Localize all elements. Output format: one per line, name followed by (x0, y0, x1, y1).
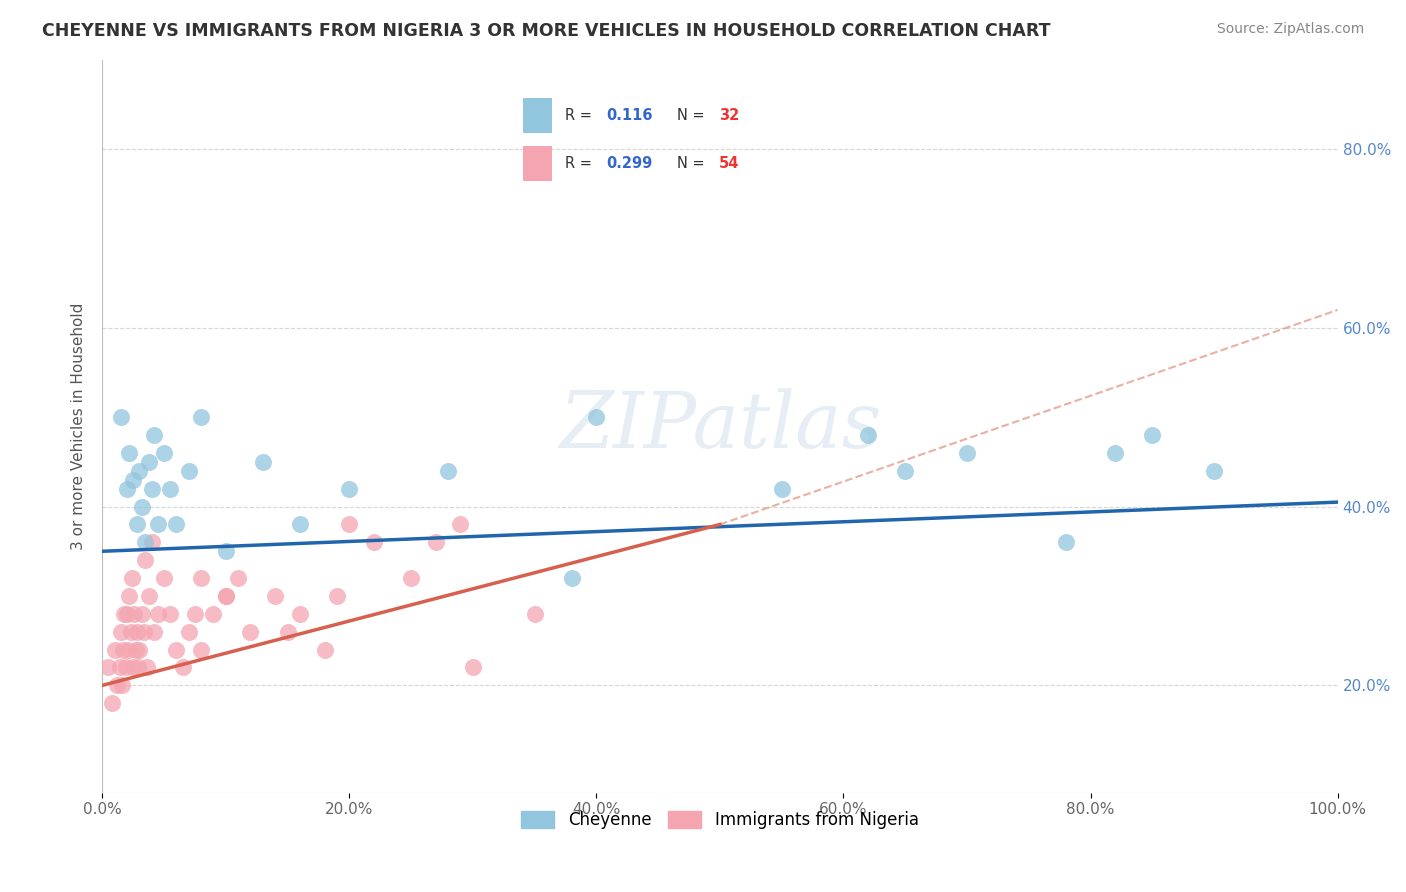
Point (105, 678, 128, 692)
Point (226, 571, 249, 585)
Point (215, 544, 238, 558)
Point (143, 624, 166, 639)
Point (856, 428, 879, 442)
Point (190, 410, 212, 425)
Y-axis label: 3 or more Vehicles in Household: 3 or more Vehicles in Household (72, 302, 86, 549)
Point (770, 482, 793, 496)
Text: Source: ZipAtlas.com: Source: ZipAtlas.com (1216, 22, 1364, 37)
Point (135, 660, 157, 674)
Point (165, 517, 187, 532)
Point (437, 464, 460, 478)
Point (110, 624, 132, 639)
Point (128, 464, 150, 478)
Point (115, 482, 138, 496)
Point (363, 535, 385, 549)
Point (561, 571, 583, 585)
Point (110, 410, 132, 425)
Point (450, 517, 472, 532)
Point (111, 678, 134, 692)
Point (122, 473, 145, 487)
Point (215, 589, 238, 603)
Point (288, 607, 311, 621)
Point (97, 660, 120, 674)
Point (239, 624, 262, 639)
Point (314, 642, 336, 657)
Point (124, 642, 146, 657)
Point (134, 624, 156, 639)
Point (153, 571, 176, 585)
Text: CHEYENNE VS IMMIGRANTS FROM NIGERIA 3 OR MORE VEHICLES IN HOUSEHOLD CORRELATION : CHEYENNE VS IMMIGRANTS FROM NIGERIA 3 OR… (42, 22, 1050, 40)
Point (112, 642, 135, 657)
Point (141, 482, 163, 496)
Point (143, 428, 166, 442)
Point (118, 446, 141, 460)
Point (108, 660, 131, 674)
Point (190, 571, 212, 585)
Point (138, 455, 160, 469)
Point (202, 607, 225, 621)
Point (326, 589, 349, 603)
Point (276, 624, 298, 639)
Point (159, 607, 181, 621)
Point (177, 464, 200, 478)
Point (146, 607, 169, 621)
Point (399, 571, 422, 585)
Point (103, 642, 125, 657)
Point (956, 446, 979, 460)
Point (1204, 464, 1226, 478)
Point (120, 624, 142, 639)
Point (125, 517, 148, 532)
Point (425, 535, 447, 549)
Point (585, 410, 607, 425)
Point (172, 660, 194, 674)
Point (131, 607, 153, 621)
Point (264, 589, 287, 603)
Point (138, 589, 160, 603)
Point (894, 464, 917, 478)
Point (134, 535, 156, 549)
Point (101, 696, 124, 710)
Point (124, 607, 146, 621)
Point (141, 535, 163, 549)
Point (288, 517, 311, 532)
Point (131, 500, 153, 514)
Point (337, 517, 360, 532)
Point (115, 607, 138, 621)
Point (1104, 446, 1126, 460)
Point (184, 607, 207, 621)
Point (153, 446, 176, 460)
Point (159, 482, 181, 496)
Legend: Cheyenne, Immigrants from Nigeria: Cheyenne, Immigrants from Nigeria (515, 804, 925, 836)
Point (252, 455, 274, 469)
Point (134, 553, 156, 567)
Point (122, 660, 145, 674)
Point (121, 571, 143, 585)
Text: ZIPatlas: ZIPatlas (558, 388, 882, 464)
Point (1054, 535, 1077, 549)
Point (127, 660, 149, 674)
Point (146, 517, 169, 532)
Point (337, 482, 360, 496)
Point (523, 607, 546, 621)
Point (125, 624, 148, 639)
Point (114, 660, 136, 674)
Point (118, 589, 141, 603)
Point (117, 642, 139, 657)
Point (114, 607, 136, 621)
Point (461, 660, 484, 674)
Point (128, 642, 150, 657)
Point (1142, 428, 1164, 442)
Point (177, 624, 200, 639)
Point (190, 642, 212, 657)
Point (215, 589, 238, 603)
Point (165, 642, 187, 657)
